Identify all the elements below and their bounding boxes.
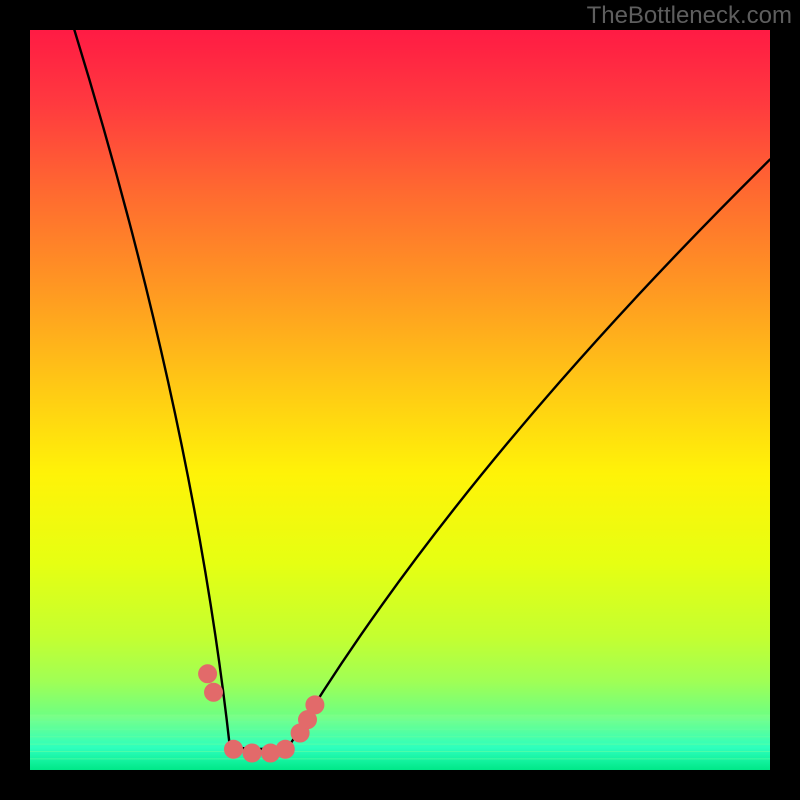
curve-marker bbox=[225, 740, 243, 758]
curve-marker bbox=[306, 696, 324, 714]
plot-svg bbox=[30, 30, 770, 770]
curve-marker bbox=[199, 665, 217, 683]
watermark-text: TheBottleneck.com bbox=[587, 2, 792, 30]
curve-marker bbox=[205, 683, 223, 701]
plot-area bbox=[30, 30, 770, 770]
curve-marker bbox=[276, 740, 294, 758]
curve-marker bbox=[243, 744, 261, 762]
green-band bbox=[30, 715, 770, 771]
chart-container: TheBottleneck.com bbox=[0, 0, 800, 800]
gradient-background bbox=[30, 30, 770, 770]
